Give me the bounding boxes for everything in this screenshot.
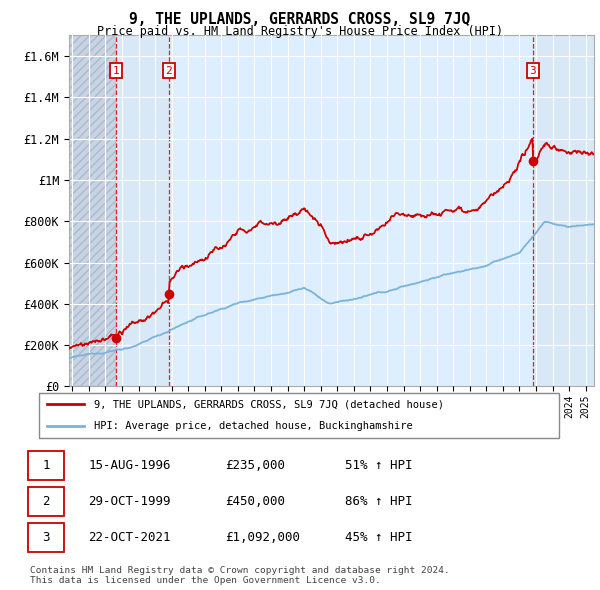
Text: 45% ↑ HPI: 45% ↑ HPI: [345, 531, 412, 544]
Text: 1: 1: [43, 459, 50, 472]
Text: Price paid vs. HM Land Registry's House Price Index (HPI): Price paid vs. HM Land Registry's House …: [97, 25, 503, 38]
Text: £235,000: £235,000: [225, 459, 285, 472]
Text: 9, THE UPLANDS, GERRARDS CROSS, SL9 7JQ (detached house): 9, THE UPLANDS, GERRARDS CROSS, SL9 7JQ …: [94, 399, 444, 409]
Text: 3: 3: [530, 65, 536, 76]
Text: Contains HM Land Registry data © Crown copyright and database right 2024.
This d: Contains HM Land Registry data © Crown c…: [30, 566, 450, 585]
Text: £1,092,000: £1,092,000: [225, 531, 300, 544]
FancyBboxPatch shape: [28, 487, 64, 516]
FancyBboxPatch shape: [28, 451, 64, 480]
Text: 86% ↑ HPI: 86% ↑ HPI: [345, 495, 412, 508]
Text: 2: 2: [43, 495, 50, 508]
Text: 15-AUG-1996: 15-AUG-1996: [88, 459, 170, 472]
Text: £450,000: £450,000: [225, 495, 285, 508]
Text: 51% ↑ HPI: 51% ↑ HPI: [345, 459, 412, 472]
FancyBboxPatch shape: [28, 523, 64, 552]
Text: 1: 1: [112, 65, 119, 76]
Text: 9, THE UPLANDS, GERRARDS CROSS, SL9 7JQ: 9, THE UPLANDS, GERRARDS CROSS, SL9 7JQ: [130, 12, 470, 27]
Bar: [533, 35, 594, 386]
Text: 22-OCT-2021: 22-OCT-2021: [88, 531, 170, 544]
Text: HPI: Average price, detached house, Buckinghamshire: HPI: Average price, detached house, Buck…: [94, 421, 413, 431]
Bar: [69, 35, 116, 386]
Text: 29-OCT-1999: 29-OCT-1999: [88, 495, 170, 508]
Bar: [116, 35, 169, 386]
Text: 3: 3: [43, 531, 50, 544]
Text: 2: 2: [166, 65, 172, 76]
FancyBboxPatch shape: [38, 393, 559, 438]
